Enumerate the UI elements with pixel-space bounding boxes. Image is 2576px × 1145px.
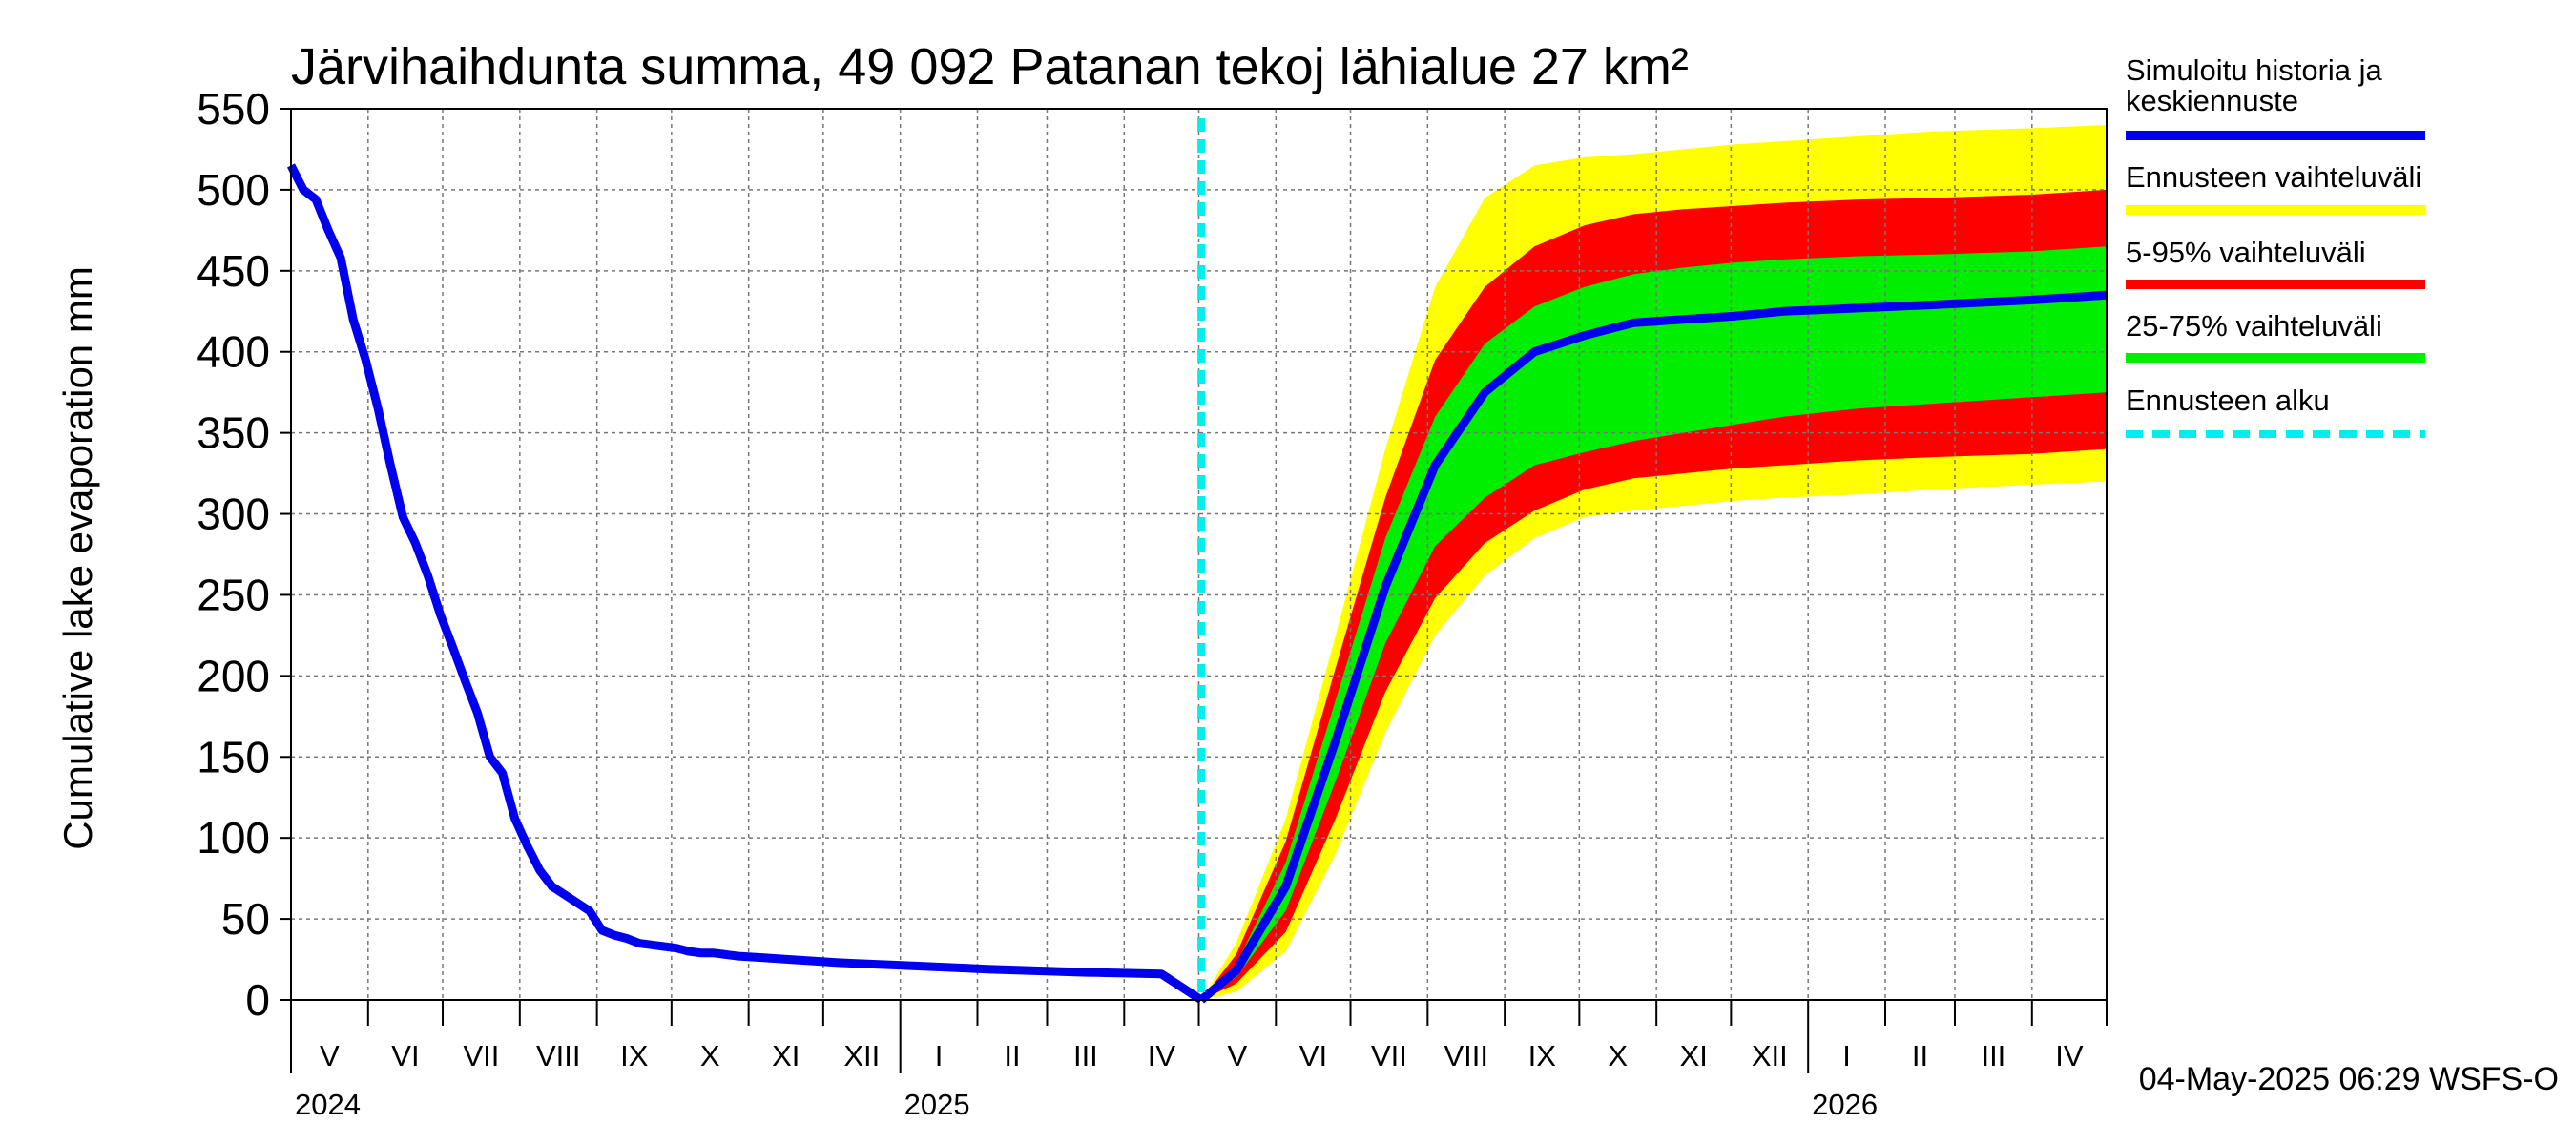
y-tick-label: 0 xyxy=(245,975,270,1025)
chart-title: Järvihaihdunta summa, 49 092 Patanan tek… xyxy=(291,38,1689,95)
x-month-label: IV xyxy=(2055,1039,2084,1072)
x-month-label: XII xyxy=(1752,1039,1788,1072)
x-month-label: IX xyxy=(620,1039,649,1072)
x-month-label: XI xyxy=(1680,1039,1708,1072)
legend-label-5-95: 5-95% vaihteluväli xyxy=(2126,236,2366,269)
y-axis-label: Cumulative lake evaporation mm xyxy=(55,266,100,850)
x-year-label: 2026 xyxy=(1812,1088,1878,1121)
y-tick-labels: 0 50 100 150 200 250 300 350 400 450 500 550 xyxy=(197,84,270,1025)
legend-label-history-1: Simuloitu historia ja xyxy=(2126,53,2383,87)
x-month-label: VIII xyxy=(1444,1039,1488,1072)
y-tick-label: 150 xyxy=(197,732,270,781)
x-month-labels: V VI VII VIII IX X XI XII I II III IV V VI VII VIII IX X X… xyxy=(320,1039,2084,1072)
y-tick-label: 400 xyxy=(197,327,270,377)
x-month-label: XI xyxy=(772,1039,800,1072)
x-month-label: XII xyxy=(843,1039,880,1072)
x-month-label: VI xyxy=(1299,1039,1327,1072)
x-month-label: VIII xyxy=(536,1039,581,1072)
legend-label-range: Ennusteen vaihteluväli xyxy=(2126,160,2421,194)
median-forecast-line xyxy=(1198,290,2108,1004)
x-year-labels: 2024 2025 2026 xyxy=(295,1088,1878,1121)
x-month-label: X xyxy=(700,1039,720,1072)
x-month-label: VII xyxy=(463,1039,499,1072)
legend-label-25-75: 25-75% vaihteluväli xyxy=(2126,309,2382,343)
x-month-label: III xyxy=(1073,1039,1098,1072)
footer-timestamp: 04-May-2025 06:29 WSFS-O xyxy=(2139,1061,2559,1097)
series-lines xyxy=(286,118,2108,1004)
y-tick-label: 200 xyxy=(197,651,270,700)
x-month-label: VI xyxy=(391,1039,419,1072)
axes xyxy=(280,108,2108,1073)
x-month-label: I xyxy=(1842,1039,1851,1072)
x-month-label: VII xyxy=(1371,1039,1407,1072)
legend: Simuloitu historia ja keskiennuste Ennus… xyxy=(2126,53,2425,438)
y-tick-label: 550 xyxy=(197,84,270,134)
y-tick-label: 50 xyxy=(221,894,270,944)
y-tick-label: 500 xyxy=(197,165,270,215)
x-month-label: V xyxy=(320,1039,340,1072)
x-month-label: IV xyxy=(1148,1039,1176,1072)
y-tick-label: 450 xyxy=(197,246,270,296)
x-month-label: II xyxy=(1004,1039,1020,1072)
x-month-label: V xyxy=(1228,1039,1248,1072)
x-month-label: III xyxy=(1981,1039,2005,1072)
band-25-75 xyxy=(1201,246,2107,1000)
legend-label-forecast-start: Ennusteen alku xyxy=(2126,384,2330,417)
y-tick-label: 300 xyxy=(197,489,270,539)
x-month-label: X xyxy=(1608,1039,1628,1072)
x-year-label: 2025 xyxy=(904,1088,970,1121)
x-month-label: II xyxy=(1912,1039,1928,1072)
y-tick-label: 350 xyxy=(197,408,270,458)
x-month-label: I xyxy=(935,1039,944,1072)
x-month-label: IX xyxy=(1528,1039,1557,1072)
grid-lines xyxy=(291,109,2108,1000)
y-tick-label: 100 xyxy=(197,813,270,863)
x-year-label: 2024 xyxy=(295,1088,361,1121)
history-line xyxy=(286,163,1204,1004)
y-tick-label: 250 xyxy=(197,570,270,619)
legend-label-history-2: keskiennuste xyxy=(2126,84,2298,117)
